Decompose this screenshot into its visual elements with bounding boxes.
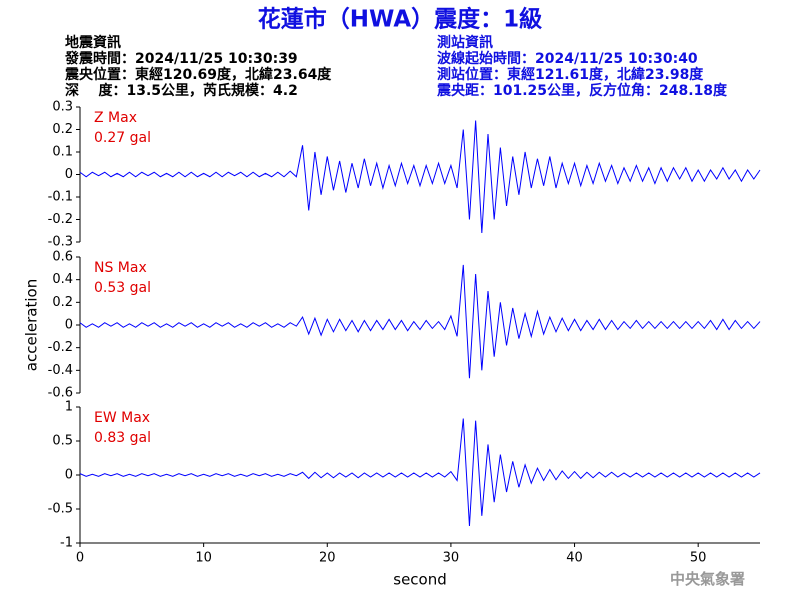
info-line: 測站資訊 — [437, 34, 493, 51]
y-tick-label: 0.2 — [52, 295, 73, 310]
x-tick-label: 20 — [319, 551, 336, 566]
y-tick-label: -0.2 — [48, 212, 73, 227]
y-axis-label: acceleration — [23, 279, 41, 371]
info-line: 測站位置：東經121.61度，北緯23.98度 — [437, 66, 704, 83]
x-tick-label: 40 — [566, 551, 583, 566]
info-line: 深 度：13.5公里，芮氏規模：4.2 — [65, 82, 298, 99]
max-label: 0.27 gal — [94, 130, 151, 146]
info-line: 震央位置：東經120.69度，北緯23.64度 — [64, 66, 332, 83]
chart-title: 花蓮市（HWA）震度：1級 — [258, 6, 542, 33]
y-tick-label: 0.6 — [52, 250, 73, 265]
y-tick-label: -1 — [60, 536, 73, 551]
x-tick-label: 10 — [195, 551, 212, 566]
waveform — [79, 120, 761, 234]
waveform — [79, 264, 761, 379]
y-tick-label: -0.4 — [48, 363, 73, 378]
component-label: Z Max — [94, 110, 137, 126]
y-tick-label: 0.1 — [52, 145, 73, 160]
y-tick-label: 0 — [65, 167, 73, 182]
y-tick-label: 0.3 — [52, 100, 73, 115]
y-tick-label: -0.1 — [48, 190, 73, 205]
y-tick-label: -0.6 — [48, 386, 73, 401]
y-tick-label: 1 — [65, 400, 73, 415]
y-tick-label: -0.2 — [48, 340, 73, 355]
info-line: 震央距：101.25公里，反方位角：248.18度 — [436, 82, 728, 99]
info-line: 波線起始時間：2024/11/25 10:30:40 — [437, 50, 698, 67]
y-tick-label: 0.2 — [52, 122, 73, 137]
component-label: NS Max — [94, 260, 147, 276]
x-tick-label: 50 — [690, 551, 707, 566]
component-label: EW Max — [94, 410, 150, 426]
info-line: 發震時間：2024/11/25 10:30:39 — [64, 50, 298, 67]
info-line: 地震資訊 — [65, 34, 121, 51]
waveform — [79, 418, 761, 527]
x-tick-label: 30 — [443, 551, 460, 566]
y-tick-label: 0 — [65, 318, 73, 333]
max-label: 0.83 gal — [94, 430, 151, 446]
x-tick-label: 0 — [76, 551, 84, 566]
max-label: 0.53 gal — [94, 280, 151, 296]
y-tick-label: 0.5 — [52, 434, 73, 449]
y-tick-label: 0 — [65, 468, 73, 483]
y-tick-label: -0.3 — [48, 235, 73, 250]
footer: 中央氣象署 — [670, 570, 745, 588]
y-tick-label: 0.4 — [52, 272, 73, 287]
y-tick-label: -0.5 — [48, 502, 73, 517]
x-axis-label: second — [393, 571, 447, 589]
